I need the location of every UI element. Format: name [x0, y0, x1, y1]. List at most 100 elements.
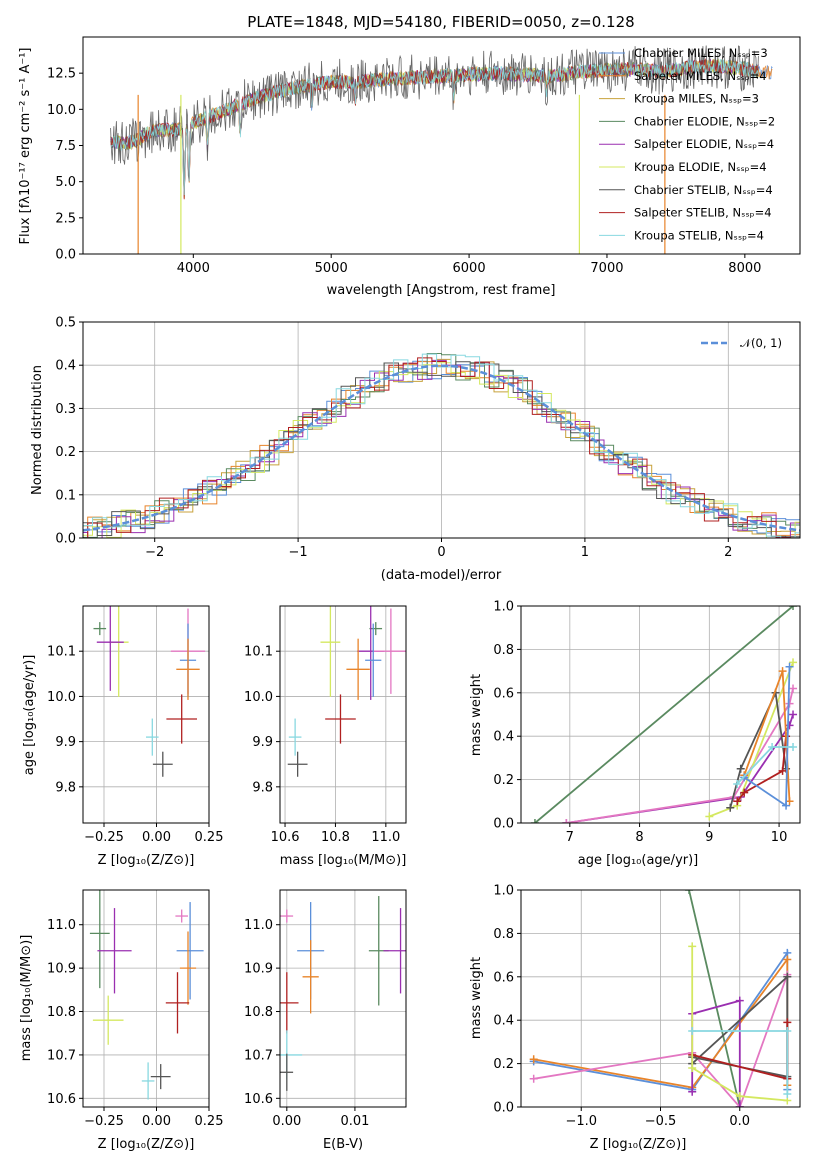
- ytick-label: 0.4: [493, 1014, 514, 1029]
- ytick-label: 10.8: [47, 1005, 76, 1020]
- weight-marker: [789, 684, 798, 693]
- ytick-label: 10.9: [47, 962, 76, 977]
- panel-4: 7 8 9 10 0.0 0.2 0.4 0.6 0.8 1.0: [493, 600, 801, 845]
- xtick-label: −0.5: [645, 1114, 677, 1129]
- ytick-label: 0.0: [493, 817, 514, 832]
- weight-marker: [785, 662, 794, 671]
- p5-xlabel: age [log₁₀(age/yr)]: [578, 853, 699, 868]
- histogram-series-8: [83, 357, 800, 538]
- panel-7: −1.0 −0.5 0.0 0.0 0.2 0.4 0.6 0.8 1.0: [493, 884, 801, 1129]
- xtick-label: 7: [566, 830, 574, 845]
- ytick-label: 11.0: [47, 918, 76, 933]
- ytick-label: 0.0: [493, 1101, 514, 1116]
- ytick-label: 1.0: [493, 600, 514, 615]
- spectrum-ytick-label: 5.0: [55, 175, 76, 190]
- weight-series-3: [566, 688, 794, 823]
- ytick-label: 10.6: [47, 1092, 76, 1107]
- weight-marker: [740, 788, 749, 797]
- histogram-ytick-label: 0.0: [55, 532, 76, 547]
- spectrum-legend: Chabrier MILES, Nₛₛₚ=3 Salpeter MILES, Nₛ…: [599, 46, 775, 242]
- weight-marker: [735, 1092, 744, 1101]
- xtick-label: −0.25: [84, 830, 124, 845]
- ytick-label: 9.9: [252, 735, 273, 750]
- legend-normal-label: 𝒩(0, 1): [740, 336, 782, 350]
- ytick-label: 10.7: [47, 1048, 76, 1063]
- xtick-label: 0.00: [272, 1114, 301, 1129]
- spectrum-xlabel: wavelength [Angstrom, rest frame]: [327, 283, 556, 298]
- weight-marker: [768, 743, 777, 752]
- ytick-label: 0.2: [493, 773, 514, 788]
- panel-marks: [89, 890, 204, 1100]
- spectrum-ytick-label: 2.5: [55, 211, 76, 226]
- weight-marker: [736, 764, 745, 773]
- weight-marker: [529, 1055, 538, 1064]
- panel-2: −0.25 0.00 0.25 9.8 9.9 10.0 10.1: [47, 605, 223, 845]
- histogram-ylabel: Normed distribution: [30, 365, 45, 495]
- weight-marker: [789, 606, 798, 610]
- ytick-label: 10.8: [244, 1005, 273, 1020]
- spectrum-ytick-label: 0.0: [55, 248, 76, 263]
- histogram-xtick-label: 1: [581, 545, 589, 560]
- ytick-label: 9.8: [55, 780, 76, 795]
- panel-frame: [82, 889, 210, 1108]
- weight-marker: [783, 1027, 792, 1036]
- xtick-label: 11.0: [371, 830, 400, 845]
- legend-label-4: Chabrier ELODIE, Nₛₛₚ=2: [634, 114, 775, 128]
- weight-marker: [735, 1103, 744, 1107]
- xtick-label: 0.00: [142, 1114, 171, 1129]
- xtick-label: 0.25: [195, 1114, 224, 1129]
- ytick-label: 11.0: [244, 918, 273, 933]
- histogram-xtick-label: −1: [289, 545, 308, 560]
- weight-marker: [705, 812, 714, 821]
- xtick-label: 9: [705, 830, 713, 845]
- histogram-x-ticks: −2 −1 0 1 2: [145, 538, 732, 560]
- spectrum-title: PLATE=1848, MJD=54180, FIBERID=0050, z=0…: [247, 13, 634, 31]
- weight-marker: [783, 1018, 792, 1027]
- weight-marker: [726, 803, 735, 812]
- p3-ylabel: age [log₁₀(age/yr)]: [22, 655, 37, 776]
- legend-label-5: Salpeter ELODIE, Nₛₛₚ=4: [634, 137, 774, 151]
- weight-marker: [733, 779, 742, 788]
- panel-marks: [287, 606, 406, 777]
- weight-marker: [789, 743, 798, 752]
- ytick-label: 10.0: [244, 690, 273, 705]
- ytick-label: 10.0: [47, 690, 76, 705]
- spectrum-panel: PLATE=1848, MJD=54180, FIBERID=0050, z=0…: [18, 13, 801, 298]
- residual-panel: −2 −1 0 1 2 0.0 0.1 0.2 0.3 0.4 0.5 (data-model)/…: [30, 316, 801, 583]
- xtick-label: −1.0: [565, 1114, 597, 1129]
- parameter-panels: −0.25 0.00 0.25 9.8 9.9 10.0 10.1 10.6 10.8 11.0 9…: [47, 600, 801, 1129]
- weight-marker: [783, 955, 792, 964]
- ytick-label: 0.6: [493, 970, 514, 985]
- p7-xlabel: E(B-V): [323, 1137, 363, 1152]
- spectrum-ylabel: Flux [fλ10⁻¹⁷ erg cm⁻² s⁻¹ A⁻¹]: [18, 48, 33, 245]
- panel-frame: [520, 605, 801, 824]
- weight-series-6: [736, 736, 787, 802]
- histogram-xtick-label: 2: [724, 545, 732, 560]
- histogram-ytick-label: 0.5: [55, 316, 76, 331]
- spectrum-xtick-label: 6000: [453, 261, 486, 276]
- ytick-label: 10.1: [244, 645, 273, 660]
- spectrum-y-ticks: 0.0 2.5 5.0 7.5 10.0 12.5: [47, 67, 83, 263]
- weight-marker: [685, 890, 694, 894]
- histogram-series-7: [83, 361, 800, 538]
- weight-series-8: [691, 946, 788, 1102]
- legend-label-9: Kroupa STELIB, Nₛₛₚ=4: [634, 228, 764, 242]
- legend-label-1: Chabrier MILES, Nₛₛₚ=3: [634, 46, 768, 60]
- panel-marks: [530, 606, 798, 823]
- legend-label-7: Chabrier STELIB, Nₛₛₚ=4: [634, 183, 773, 197]
- weight-marker: [688, 1087, 697, 1096]
- ytick-label: 10.6: [244, 1092, 273, 1107]
- spectrum-x-ticks: 4000 5000 6000 7000 8000: [177, 254, 761, 276]
- weight-marker: [789, 658, 798, 667]
- weight-marker: [688, 1027, 697, 1036]
- ytick-label: 9.8: [252, 780, 273, 795]
- weight-marker: [688, 942, 697, 951]
- weight-marker: [789, 710, 798, 719]
- xtick-label: 0.01: [340, 1114, 369, 1129]
- legend-label-3: Kroupa MILES, Nₛₛₚ=3: [634, 92, 759, 106]
- histogram-ytick-label: 0.4: [55, 359, 76, 374]
- weight-series-1: [688, 890, 741, 1107]
- spectrum-xtick-label: 4000: [177, 261, 210, 276]
- histogram-y-ticks: 0.0 0.1 0.2 0.3 0.4 0.5: [55, 316, 83, 547]
- histogram-xtick-label: 0: [437, 545, 445, 560]
